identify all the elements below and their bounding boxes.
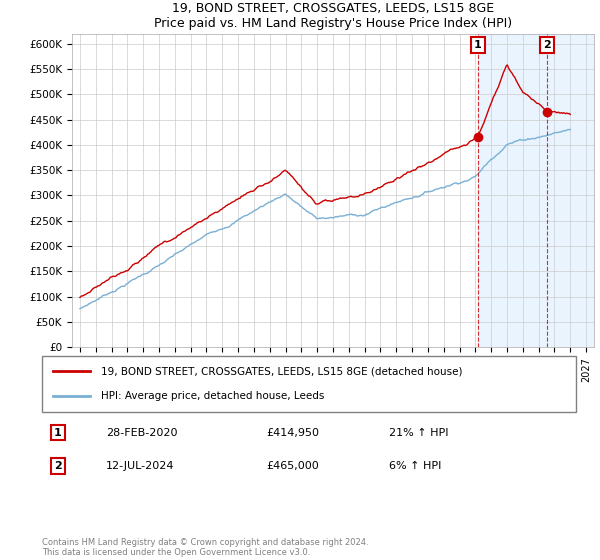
Text: £414,950: £414,950 [266, 428, 319, 437]
Text: 1: 1 [54, 428, 62, 437]
Text: 28-FEB-2020: 28-FEB-2020 [106, 428, 178, 437]
Text: 21% ↑ HPI: 21% ↑ HPI [389, 428, 449, 437]
Bar [478, 34, 594, 347]
Title: 19, BOND STREET, CROSSGATES, LEEDS, LS15 8GE
Price paid vs. HM Land Registry's H: 19, BOND STREET, CROSSGATES, LEEDS, LS15… [154, 2, 512, 30]
Text: Contains HM Land Registry data © Crown copyright and database right 2024.
This d: Contains HM Land Registry data © Crown c… [42, 538, 368, 557]
Text: HPI: Average price, detached house, Leeds: HPI: Average price, detached house, Leed… [101, 391, 324, 401]
Text: 1: 1 [474, 40, 482, 50]
Text: 12-JUL-2024: 12-JUL-2024 [106, 461, 175, 471]
Text: 2: 2 [54, 461, 62, 471]
Text: £465,000: £465,000 [266, 461, 319, 471]
Text: 6% ↑ HPI: 6% ↑ HPI [389, 461, 442, 471]
Text: 2: 2 [543, 40, 551, 50]
FancyBboxPatch shape [42, 356, 576, 412]
Text: 19, BOND STREET, CROSSGATES, LEEDS, LS15 8GE (detached house): 19, BOND STREET, CROSSGATES, LEEDS, LS15… [101, 366, 462, 376]
